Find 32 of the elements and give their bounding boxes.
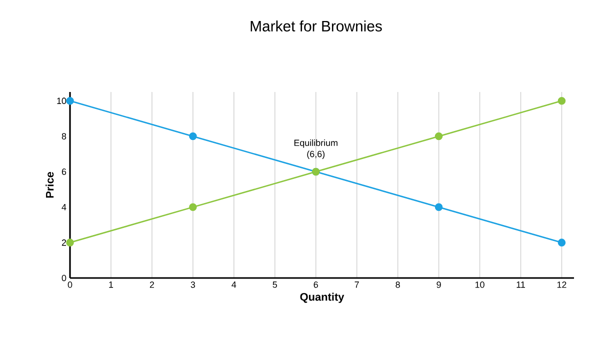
point [189,132,197,140]
x-tick-label: 8 [396,282,400,288]
point [66,238,74,246]
y-tick-label: 2 [62,239,66,246]
x-tick-label: 1 [109,282,114,288]
x-tick-label: 10 [475,282,484,288]
x-axis-title: Quantity [300,292,344,303]
chart-title: Market for Brownies [250,20,382,32]
point [434,203,443,212]
x-tick-label: 4 [232,282,236,288]
x-tick-label: 5 [272,282,277,288]
y-axis-title: Price [46,172,54,198]
y-tick-label: 6 [62,168,66,175]
x-tick-label: 9 [436,282,441,288]
x-tick-label: 0 [68,282,72,288]
y-tick-label: 8 [62,133,66,140]
x-tick-label: 2 [150,282,154,288]
x-tick-label: 3 [190,282,196,288]
y-tick-label: 0 [62,274,66,282]
y-tick-label: 10 [57,98,66,104]
x-tick-label: 12 [557,282,566,288]
point [66,96,74,105]
point [558,238,566,246]
y-tick-label: 4 [62,204,66,210]
annotation: (6,6) [307,150,325,159]
point [558,96,566,105]
x-tick-label: 6 [314,282,318,288]
x-tick-label: 7 [354,282,359,288]
x-tick-label: 11 [516,282,525,288]
point [434,132,443,140]
annotation: Equilibrium [294,139,338,148]
point [189,203,197,212]
